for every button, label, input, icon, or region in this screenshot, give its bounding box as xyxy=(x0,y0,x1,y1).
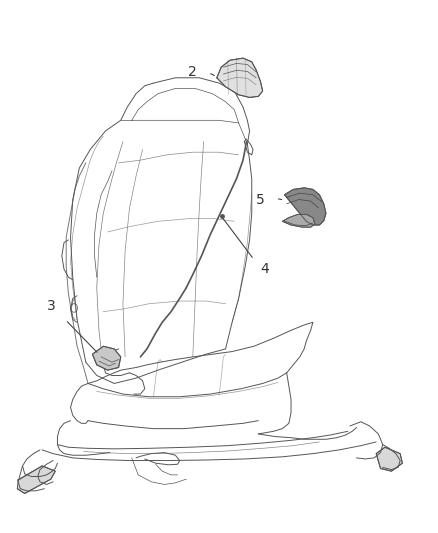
Text: 2: 2 xyxy=(188,66,197,79)
Text: 5: 5 xyxy=(256,193,265,207)
Polygon shape xyxy=(283,214,315,227)
Polygon shape xyxy=(217,58,263,98)
Polygon shape xyxy=(376,447,403,471)
Text: 3: 3 xyxy=(46,300,55,313)
Polygon shape xyxy=(17,466,55,494)
Polygon shape xyxy=(92,346,121,370)
Text: 4: 4 xyxy=(261,262,269,276)
Polygon shape xyxy=(285,188,326,225)
